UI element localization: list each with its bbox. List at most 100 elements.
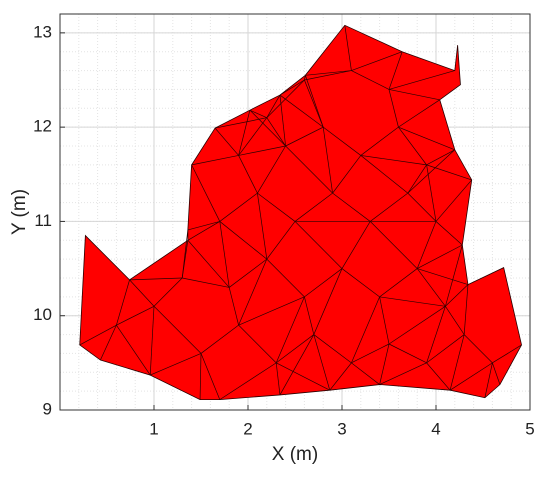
mesh-edge [191,164,221,222]
mesh-edge [398,126,455,151]
mesh-edge [332,192,371,222]
mesh-edge [313,334,352,364]
mesh-edge [257,192,296,222]
mesh-edge [388,305,446,345]
mesh-edge [238,155,258,194]
mesh-edge [219,221,230,288]
mesh-edge [187,240,230,288]
mesh-edge [279,79,305,96]
mesh-edge [435,179,472,222]
mesh-edge [379,268,418,298]
mesh-edge [275,296,305,363]
mesh-edge [360,155,409,194]
mesh-edge [305,75,324,128]
mesh-edge [275,334,315,364]
mesh-edge [304,70,352,81]
mesh-edge [388,89,440,101]
mesh-edge [449,362,493,391]
mesh-edge [116,324,151,376]
mesh-edge [249,109,286,147]
mesh-edge [100,324,117,361]
mesh-edge [228,287,239,326]
x-tick-label: 5 [525,419,534,438]
mesh-edge [398,126,427,166]
mesh-edge [249,109,267,119]
mesh-edge [332,155,362,194]
mesh-edge [445,284,469,307]
mesh-edge [228,258,268,288]
mesh-edge [426,306,446,363]
mesh-edge [129,279,155,307]
y-tick-label: 10 [33,305,52,324]
mesh-edge [305,70,352,76]
mesh-edge [379,296,446,307]
mesh-edge [200,324,239,354]
mesh-edge [257,145,286,194]
mesh-edge [266,79,305,118]
mesh-edge [344,25,352,71]
mesh-edge [351,70,390,90]
mesh-edge [238,117,268,156]
mesh-edge [219,362,277,400]
mesh-edge [463,334,493,364]
mesh-edge [187,221,220,241]
mesh-edge [426,149,455,166]
x-tick-label: 1 [149,419,158,438]
mesh-edge [191,155,239,166]
mesh-edge [215,117,267,129]
mesh-edge [116,305,155,326]
mesh-edge [304,296,315,335]
mesh-edge [351,51,403,71]
mesh-edge [285,145,333,194]
mesh-edge [360,155,427,166]
mesh-edge [182,277,230,288]
mesh-edge [492,362,501,385]
mesh-edge [351,362,380,385]
mesh-edge [388,343,427,364]
mesh-edge [351,296,380,363]
mesh-edge [388,51,403,90]
mesh-edge [279,94,324,128]
mesh-edge [445,244,463,307]
y-tick-label: 13 [33,22,52,41]
mesh-edge [294,192,333,222]
mesh-edge [238,259,268,326]
mesh-edge [341,221,371,269]
mesh-edge [388,70,455,90]
mesh-edge [219,192,258,222]
mesh-edge [129,277,183,281]
mesh-edge [463,284,469,335]
mesh-edge [257,193,268,260]
mesh-edge [153,306,202,354]
y-tick-label: 12 [33,117,52,136]
x-axis-label: X (m) [272,444,318,465]
mesh-edge [322,127,333,194]
mesh-edge [322,126,362,156]
mesh-edge [276,362,330,391]
mesh-edge [379,343,390,385]
mesh-edge [426,164,437,222]
axes-box [59,13,531,411]
mesh-edge [313,334,331,391]
mesh-edge [407,164,427,194]
mesh-edge [492,344,522,364]
mesh-edge [294,221,343,269]
mesh-edge [379,296,390,345]
mesh-edge [426,362,451,391]
mesh-edge [407,192,437,222]
mesh-edge [266,117,286,147]
mesh-edge [181,229,189,279]
mesh-edge [79,324,117,346]
mesh-edge [150,353,202,376]
mesh-edge [416,221,437,269]
mesh-edge [149,306,155,376]
mesh-edge [369,192,409,222]
mesh-edge [200,353,221,400]
mesh-edge [426,164,472,181]
mesh-edge [341,268,380,298]
mesh-edge [153,277,183,307]
mesh-edge [279,334,315,396]
mesh-edge [214,127,239,156]
mesh-edge [313,268,343,335]
